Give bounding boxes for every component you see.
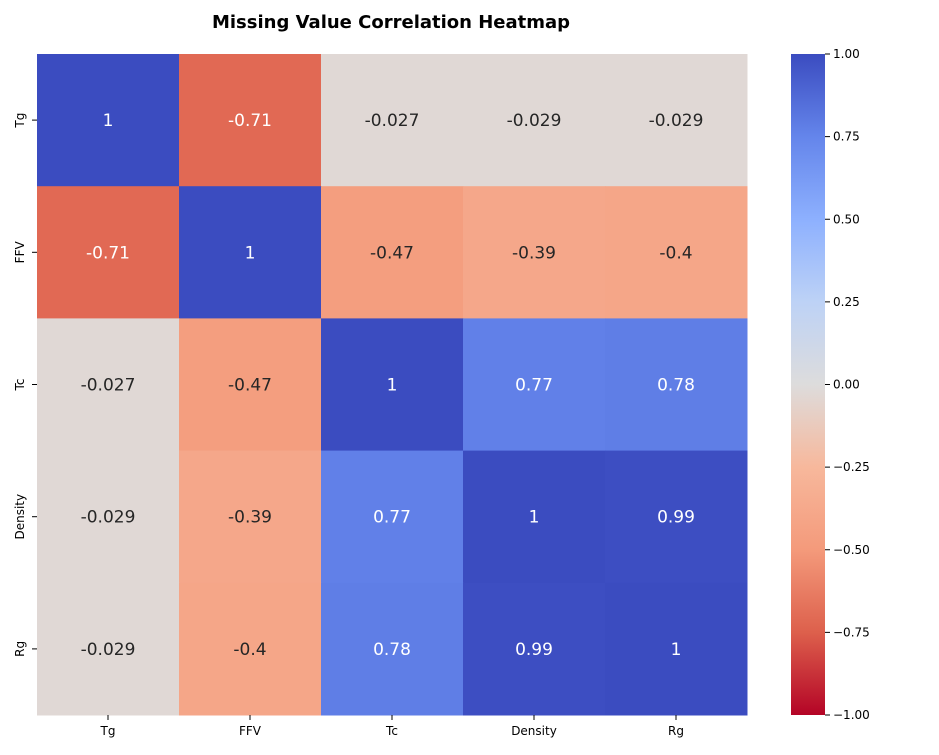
x-tick-label: Tg: [100, 724, 116, 738]
x-tick-label: Tc: [385, 724, 398, 738]
heatmap-cell: [463, 54, 606, 187]
heatmap-cell: [605, 54, 748, 187]
cell-annotation: -0.47: [228, 376, 272, 396]
cell-annotation: -0.4: [233, 640, 266, 660]
cell-annotation: 0.77: [373, 508, 411, 528]
colorbar-tick-label: 1.00: [833, 47, 860, 61]
heatmap-cell: [321, 450, 464, 584]
colorbar-gradient: [791, 54, 825, 715]
heatmap-cell: [179, 582, 322, 716]
y-axis: Tg FFV Tc Density Rg: [13, 113, 37, 657]
y-tick-label: Tc: [13, 379, 27, 392]
heatmap-cell: [463, 582, 606, 716]
heatmap-cell: [37, 450, 180, 584]
heatmap-cell: [321, 186, 464, 319]
x-tick-label: Rg: [668, 724, 684, 738]
heatmap-cell: [463, 450, 606, 584]
cell-annotation: -0.029: [507, 111, 562, 131]
heatmap-annotations: 1 -0.71 -0.027 -0.029 -0.029 -0.71 1 -0.47 -0.39…: [81, 111, 704, 660]
heatmap-cell: [463, 318, 606, 452]
cell-annotation: -0.71: [228, 111, 272, 131]
cell-annotation: 0.77: [515, 376, 553, 396]
cell-annotation: 0.99: [515, 640, 553, 660]
colorbar: 1.00 0.75 0.50 0.25 0.00 −0.25 −0.50 −0.75 −1.00: [791, 47, 870, 722]
y-tick-label: Rg: [13, 641, 27, 657]
cell-annotation: 1: [103, 111, 114, 131]
cell-annotation: 0.78: [373, 640, 411, 660]
heatmap-cell: [37, 318, 180, 452]
heatmap-cell: [321, 54, 464, 187]
heatmap-cell: [605, 582, 748, 716]
heatmap-cell: [605, 186, 748, 319]
colorbar-tick-label: 0.00: [833, 378, 860, 392]
heatmap-cell: [321, 582, 464, 716]
heatmap-cell: [37, 54, 180, 187]
cell-annotation: 1: [529, 508, 540, 528]
cell-annotation: -0.029: [649, 111, 704, 131]
x-tick-label: Density: [511, 724, 557, 738]
cell-annotation: -0.39: [512, 243, 556, 263]
heatmap-cell: [179, 186, 322, 319]
cell-annotation: -0.71: [86, 243, 130, 263]
colorbar-tick-label: 0.50: [833, 212, 860, 226]
heatmap-cell: [605, 450, 748, 584]
colorbar-tick-label: −0.50: [833, 543, 870, 557]
heatmap-cell: [179, 450, 322, 584]
cell-annotation: 1: [671, 640, 682, 660]
chart-title: Missing Value Correlation Heatmap: [212, 12, 570, 33]
cell-annotation: -0.47: [370, 243, 414, 263]
colorbar-tick-label: −1.00: [833, 708, 870, 722]
cell-annotation: -0.027: [81, 376, 136, 396]
heatmap-cell: [321, 318, 464, 452]
heatmap-cell: [37, 186, 180, 319]
y-tick-label: FFV: [13, 241, 27, 264]
heatmap-cells: [37, 54, 748, 716]
cell-annotation: -0.4: [659, 243, 692, 263]
cell-annotation: 1: [245, 243, 256, 263]
colorbar-tick-label: 0.25: [833, 295, 860, 309]
heatmap-cell: [463, 186, 606, 319]
cell-annotation: -0.39: [228, 508, 272, 528]
heatmap-cell: [179, 318, 322, 452]
cell-annotation: -0.029: [81, 508, 136, 528]
x-tick-label: FFV: [239, 724, 262, 738]
cell-annotation: 0.78: [657, 376, 695, 396]
cell-annotation: 0.99: [657, 508, 695, 528]
heatmap-cell: [37, 582, 180, 716]
heatmap-cell: [179, 54, 322, 187]
y-tick-label: Tg: [13, 113, 27, 129]
heatmap-cell: [605, 318, 748, 452]
y-tick-label: Density: [13, 494, 27, 540]
cell-annotation: 1: [387, 376, 398, 396]
colorbar-tick-label: −0.25: [833, 460, 870, 474]
x-axis: Tg FFV Tc Density Rg: [100, 715, 684, 738]
cell-annotation: -0.029: [81, 640, 136, 660]
colorbar-tick-label: 0.75: [833, 130, 860, 144]
colorbar-tick-label: −0.75: [833, 625, 870, 639]
cell-annotation: -0.027: [365, 111, 420, 131]
